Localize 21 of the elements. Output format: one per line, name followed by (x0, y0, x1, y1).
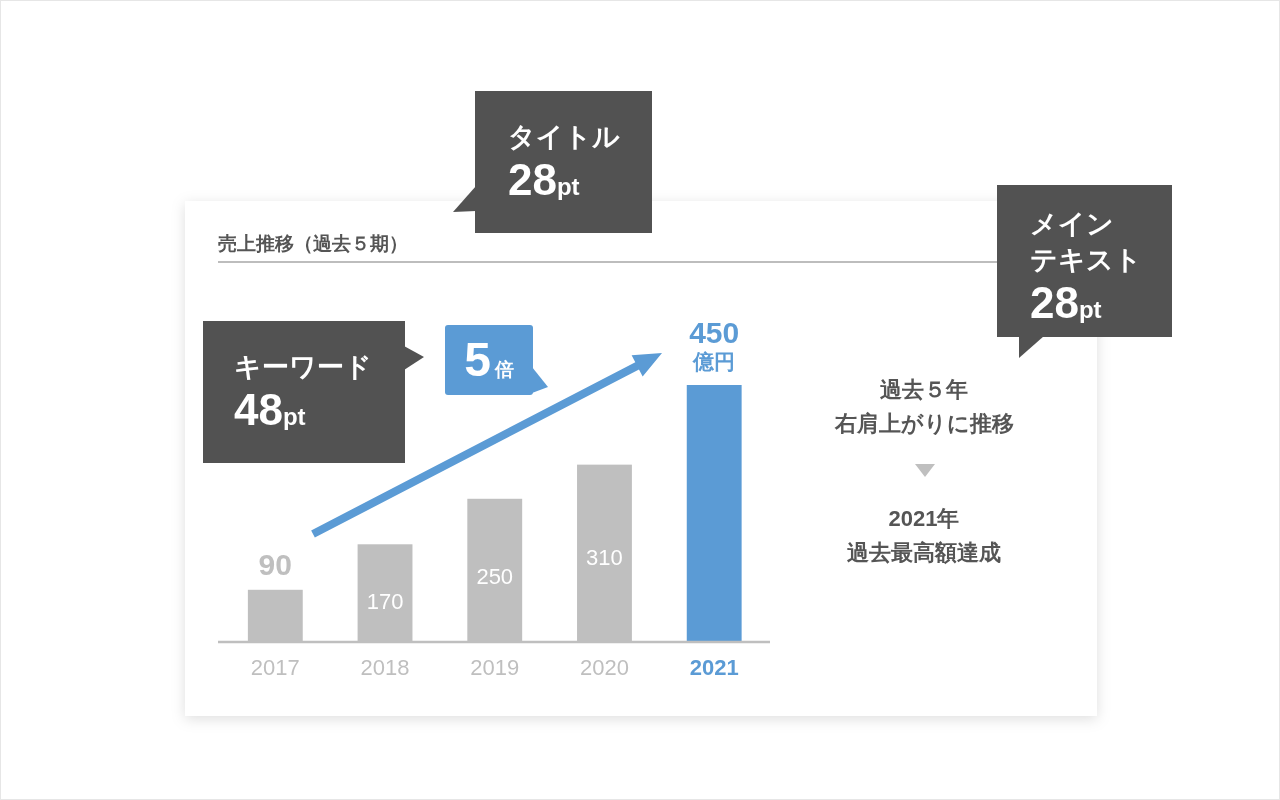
data-label: 310 (586, 545, 623, 570)
text: タイトル 28pt (508, 122, 620, 204)
x-tick-label: 2021 (689, 655, 739, 680)
data-label: 170 (366, 588, 404, 614)
annotation: 億円 (692, 350, 736, 373)
text: メインテキスト 28pt (1030, 209, 1142, 327)
x-tick-label: 2020 (579, 655, 629, 680)
data-label: 450 (689, 316, 740, 349)
text: 2021年 (888, 506, 960, 531)
data-label: 90 (258, 547, 292, 581)
text: 過去最高額達成 (847, 540, 1001, 565)
annotation: キーワード 48pt (234, 352, 372, 434)
x-tick-label: 2018 (360, 655, 410, 680)
bar (686, 385, 742, 641)
x-tick-label: 2017 (250, 655, 300, 680)
x-tick-label: 2019 (470, 655, 520, 680)
data-label: 250 (476, 563, 514, 589)
text: 右肩上がりに推移 (833, 411, 1014, 436)
chart-title: 売上推移（過去５期） (218, 233, 408, 254)
text: 過去５年 (880, 377, 968, 402)
annotation: 5倍 (464, 333, 514, 386)
